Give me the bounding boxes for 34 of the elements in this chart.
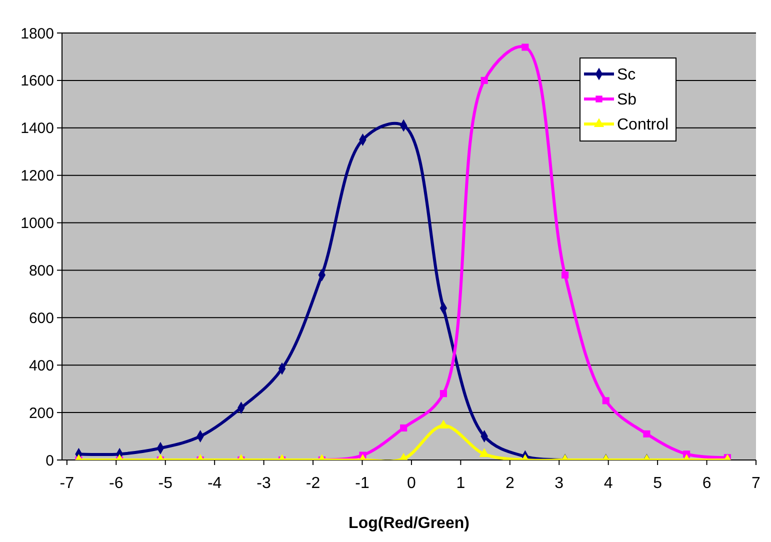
x-tick-label: 7 <box>752 475 761 492</box>
point <box>479 448 490 458</box>
x-tick-label: 2 <box>505 475 514 492</box>
x-tick-label: -7 <box>60 475 74 492</box>
point <box>522 44 529 51</box>
x-tick-label: 3 <box>554 475 564 492</box>
legend-label: Sc <box>617 66 636 84</box>
x-tick-label: 6 <box>702 475 712 492</box>
x-tick-label: -5 <box>158 475 173 492</box>
point <box>480 76 488 84</box>
y-tick-label: 1200 <box>20 168 54 185</box>
legend-label: Sb <box>617 92 637 109</box>
y-tick-label: 0 <box>46 452 54 470</box>
x-tick-label: 0 <box>407 475 416 492</box>
legend-label: Control <box>617 116 669 134</box>
y-tick-label: 800 <box>28 262 54 280</box>
x-tick-label: 1 <box>456 475 466 492</box>
x-tick-label: -4 <box>207 475 222 492</box>
y-tick-label: 600 <box>28 310 54 327</box>
x-tick-label: -1 <box>355 475 370 492</box>
y-tick-label: 400 <box>28 357 54 374</box>
y-tick-label: 1600 <box>20 72 54 90</box>
x-tick-label: 4 <box>604 475 613 492</box>
y-tick-label: 1000 <box>20 215 54 232</box>
y-tick-label: 1400 <box>20 120 54 138</box>
x-axis-title: Log(Red/Green) <box>348 515 470 532</box>
y-tick-label: 200 <box>28 404 54 422</box>
x-tick-label: -6 <box>109 475 124 492</box>
x-tick-label: -3 <box>256 475 272 492</box>
x-tick-label: 5 <box>653 475 662 492</box>
point <box>438 420 449 429</box>
x-tick-label: -2 <box>306 475 320 492</box>
y-tick-label: 1800 <box>20 25 54 42</box>
point <box>561 271 569 278</box>
